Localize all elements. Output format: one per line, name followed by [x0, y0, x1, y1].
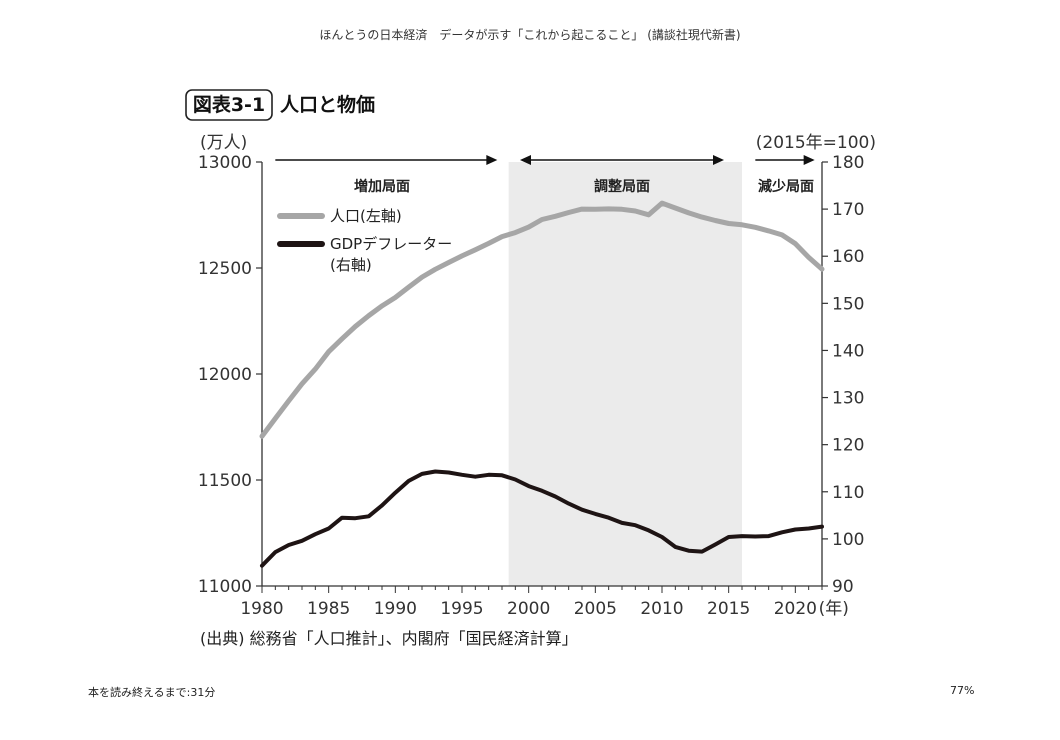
y-left-tick-label: 13000: [198, 153, 252, 173]
x-tick-label: 2020: [774, 599, 817, 619]
phase-label: 増加局面: [354, 178, 410, 195]
phase-arrowhead: [713, 155, 724, 165]
phase-arrowhead: [486, 155, 498, 165]
x-tick-label: 1995: [440, 599, 483, 619]
figure-label: 図表3-1: [193, 93, 265, 116]
y-right-tick-label: 100: [832, 530, 864, 550]
gdp-deflator-line: [260, 469, 824, 568]
legend-label-gdp-deflator: GDPデフレーター: [330, 235, 452, 253]
phase-label: 減少局面: [758, 178, 814, 195]
reading-progress: 77%: [950, 684, 975, 697]
y-right-tick-label: 150: [832, 294, 864, 314]
chart-source: (出典) 総務省「人口推計」、内閣府「国民経済計算」: [200, 629, 578, 648]
y-left-tick-label: 11500: [198, 471, 252, 491]
y-right-tick-label: 180: [832, 153, 864, 173]
reading-time: 本を読み終えるまで:31分: [88, 686, 216, 699]
phase-label: 調整局面: [594, 178, 650, 195]
x-tick-label: 1990: [374, 599, 417, 619]
phase-arrowhead: [520, 155, 531, 165]
left-axis-unit: (万人): [200, 133, 247, 153]
x-axis-unit: (年): [819, 599, 849, 619]
x-tick-label: 1985: [307, 599, 350, 619]
population-line: [259, 200, 825, 439]
y-right-tick-label: 140: [832, 341, 864, 361]
legend-label-gdp-deflator-axis: (右軸): [330, 256, 372, 274]
x-tick-label: 2015: [707, 599, 750, 619]
figure-label-box: [185, 89, 273, 121]
y-right-tick-label: 130: [832, 389, 864, 409]
x-tick-label: 2000: [507, 599, 550, 619]
y-right-tick-label: 90: [832, 577, 854, 597]
x-tick-label: 2005: [574, 599, 617, 619]
phase-arrowhead: [803, 155, 815, 165]
book-title: ほんとうの日本経済 データが示す「これから起こること」 (講談社現代新書): [319, 28, 741, 42]
y-right-tick-label: 110: [832, 483, 864, 503]
y-left-tick-label: 11000: [198, 577, 252, 597]
adjustment-shaded-region: [508, 162, 742, 586]
right-axis-unit: (2015年=100): [756, 133, 876, 153]
y-left-tick-label: 12500: [198, 259, 252, 279]
y-right-tick-label: 160: [832, 247, 864, 267]
y-right-tick-label: 170: [832, 200, 864, 220]
y-right-tick-label: 120: [832, 436, 864, 456]
x-tick-label: 1980: [240, 599, 283, 619]
chart-title: 人口と物価: [280, 93, 375, 116]
x-tick-label: 2010: [640, 599, 683, 619]
legend-label-population: 人口(左軸): [330, 207, 402, 225]
y-left-tick-label: 12000: [198, 365, 252, 385]
